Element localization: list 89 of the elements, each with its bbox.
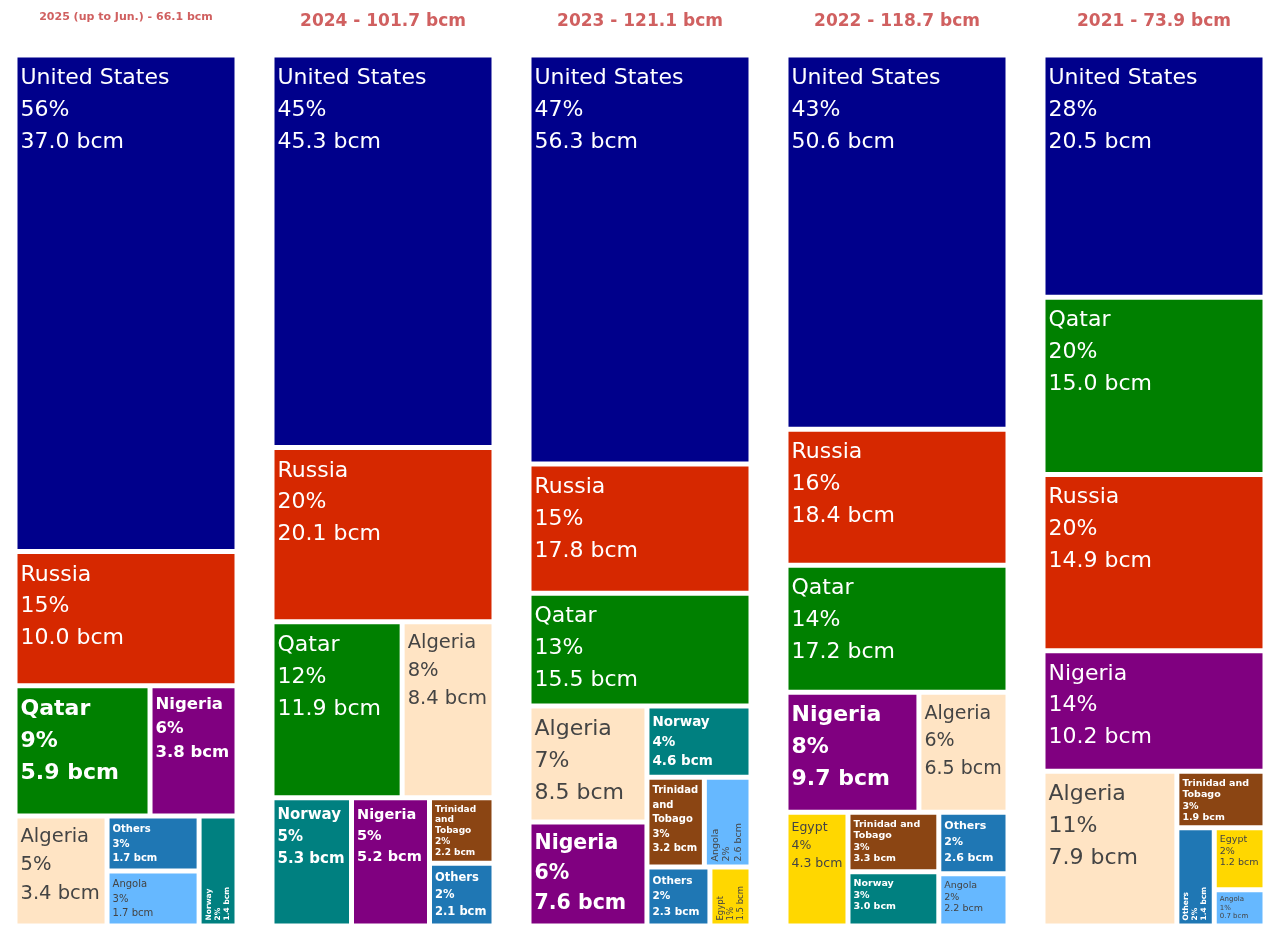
category-label: Others (944, 819, 987, 833)
data-label: 45% 45.3 bcm (277, 95, 382, 153)
data-label: 47% 56.3 bcm (534, 95, 638, 153)
data-label: 3% 3.3 bcm (853, 840, 896, 864)
data-label: 6% 3.8 bcm (155, 717, 230, 761)
category-label: Others (435, 870, 480, 885)
category-label: Angola (112, 878, 148, 890)
category-label: Algeria (20, 824, 90, 848)
data-label: 28% 20.5 bcm (1048, 95, 1152, 153)
data-label: 2% 2.6 bcm (944, 835, 994, 865)
data-label: 3% 3.0 bcm (853, 888, 896, 912)
data-label: 3% 1.7 bcm (112, 837, 158, 864)
data-label: 14% 10.2 bcm (1048, 691, 1152, 749)
category-label: Trinidad and Tobago (435, 803, 477, 836)
data-label: 8% 9.7 bcm (791, 733, 890, 791)
data-label: 9% 5.9 bcm (20, 726, 120, 784)
data-label: 15% 17.8 bcm (534, 504, 638, 562)
category-label: Qatar (534, 602, 598, 628)
category-label: Trinidad and Tobago (853, 817, 920, 841)
category-label: United States (277, 63, 427, 89)
category-label: Qatar (20, 694, 91, 720)
category-label: Algeria (924, 700, 991, 723)
category-label: Nigeria (534, 830, 619, 855)
data-label: 7% 8.5 bcm (534, 746, 624, 804)
text: 2024 - 101.7 bcm (300, 9, 467, 30)
data-label: 6% 7.6 bcm (534, 860, 627, 914)
data-label: 13% 15.5 bcm (534, 634, 638, 692)
category-label: Norway (652, 713, 710, 730)
text: 2022 - 118.7 bcm (813, 9, 980, 30)
category-label: Norway (853, 877, 895, 889)
data-label: 2% 2.1 bcm (435, 886, 487, 918)
category-label: Trinidad and Tobago (1181, 776, 1249, 800)
category-label: Egypt (714, 895, 725, 921)
data-label: 11% 7.9 bcm (1048, 812, 1138, 869)
data-label: 3% 3.2 bcm (652, 827, 698, 854)
category-label: Qatar (791, 574, 855, 600)
category-label: Angola (709, 828, 721, 862)
category-label: Others (652, 874, 693, 887)
category-label: Nigeria (791, 701, 882, 727)
category-label: Others (112, 823, 152, 835)
data-label: 4% 4.6 bcm (652, 732, 713, 769)
data-label: 5% 5.3 bcm (277, 826, 345, 867)
data-label: 16% 18.4 bcm (791, 469, 895, 527)
data-label: 20% 14.9 bcm (1048, 515, 1152, 573)
category-label: Algeria (534, 714, 612, 740)
data-label: 20% 20.1 bcm (277, 488, 382, 546)
category-label: Qatar (1048, 306, 1111, 332)
category-label: Norway (277, 805, 342, 824)
data-label: 2% 2.6 bcm (720, 822, 743, 862)
category-label: Nigeria (357, 805, 417, 822)
data-label: 8% 8.4 bcm (407, 658, 488, 710)
category-label: Nigeria (1048, 659, 1127, 685)
text: 2023 - 121.1 bcm (557, 9, 723, 30)
data-label: 6% 6.5 bcm (924, 728, 1002, 778)
category-label: United States (534, 63, 684, 89)
category-label: Trinidad and Tobago (652, 784, 699, 825)
data-label: 12% 11.9 bcm (277, 662, 382, 720)
category-label: Angola (944, 879, 977, 891)
data-label: 3% 1.9 bcm (1181, 799, 1225, 823)
category-label: Egypt (791, 819, 828, 835)
data-label: 2% 1.2 bcm (1219, 844, 1258, 868)
data-label: 2% 2.3 bcm (652, 889, 700, 917)
category-label: Algeria (1048, 780, 1126, 806)
data-label: 15% 10.0 bcm (20, 592, 125, 650)
category-label: Russia (20, 560, 92, 586)
data-label: 14% 17.2 bcm (791, 606, 895, 663)
text: 2021 - 73.9 bcm (1076, 9, 1231, 30)
category-label: United States (1048, 63, 1198, 89)
data-label: 2% 2.2 bcm (435, 836, 476, 857)
data-label: 5% 5.2 bcm (357, 826, 423, 864)
category-label: United States (20, 63, 170, 89)
category-label: Russia (1048, 483, 1119, 509)
category-label: Egypt (1219, 833, 1248, 845)
data-label: 56% 37.0 bcm (20, 95, 125, 153)
data-label: 2% 2.2 bcm (944, 890, 983, 914)
data-label: 43% 50.6 bcm (791, 95, 895, 153)
category-label: Russia (277, 456, 349, 482)
data-label: 1% 1.5 bcm (724, 885, 745, 921)
category-label: Russia (791, 438, 863, 464)
category-label: Qatar (277, 630, 341, 656)
data-label: 3% 1.7 bcm (112, 892, 154, 919)
category-label: Russia (534, 472, 606, 498)
data-label: 5% 3.4 bcm (20, 852, 101, 904)
text: 2025 (up to Jun.) - 66.1 bcm (39, 10, 214, 23)
category-label: Algeria (407, 629, 477, 653)
data-label: 20% 15.0 bcm (1048, 338, 1152, 396)
data-label: 4% 4.3 bcm (791, 837, 843, 871)
category-label: United States (791, 63, 941, 89)
category-label: Nigeria (155, 693, 224, 713)
